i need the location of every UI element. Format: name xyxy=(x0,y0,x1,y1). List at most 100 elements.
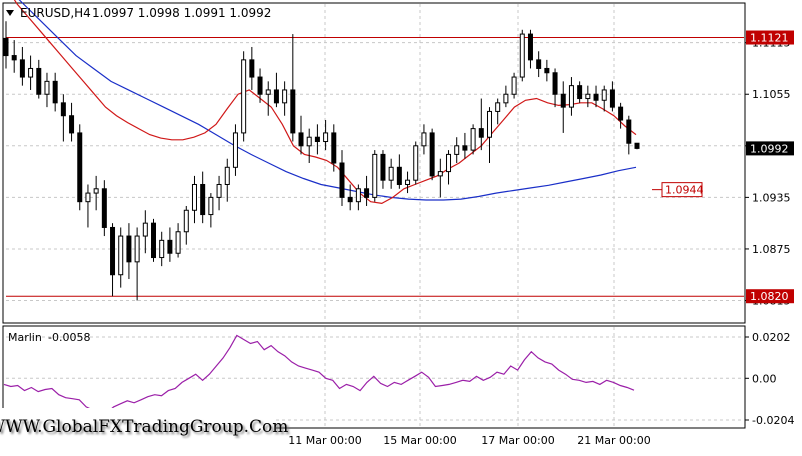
bull-candle-body xyxy=(191,183,197,211)
time-tick-label: 17 Mar 00:00 xyxy=(481,434,554,447)
bull-candle-body xyxy=(601,89,607,101)
bull-candle-body xyxy=(585,93,591,100)
bull-candle-body xyxy=(421,132,427,147)
bull-candle-body xyxy=(44,80,50,95)
bull-candle-body xyxy=(159,239,165,259)
time-tick-label: 15 Mar 00:00 xyxy=(383,434,456,447)
bear-candle-body xyxy=(11,55,17,61)
current-price-tag xyxy=(746,141,794,156)
bull-candle-body xyxy=(118,235,124,276)
candle-series xyxy=(3,21,640,301)
bull-candle-body xyxy=(183,209,189,233)
bull-candle-body xyxy=(568,85,574,108)
bear-candle-body xyxy=(478,128,484,138)
bull-candle-body xyxy=(93,188,99,194)
bull-candle-body xyxy=(470,128,476,151)
bear-candle-body xyxy=(60,102,66,117)
bull-candle-body xyxy=(306,136,312,147)
bull-candle-body xyxy=(28,67,34,78)
bear-candle-body xyxy=(298,132,304,147)
time-tick-label: 21 Mar 00:00 xyxy=(577,434,650,447)
bear-candle-body xyxy=(126,235,132,263)
bull-candle-body xyxy=(355,188,361,203)
bear-candle-body xyxy=(249,59,255,78)
bull-candle-body xyxy=(323,132,329,143)
bull-candle-body xyxy=(503,93,509,104)
bear-candle-body xyxy=(560,93,566,108)
oscillator-tick-label: 0.00 xyxy=(752,372,777,385)
bear-candle-body xyxy=(339,162,345,198)
time-axis: 11 Mar 00:00 15 Mar 00:00 17 Mar 00:00 21 M… xyxy=(288,434,650,447)
bull-candle-body xyxy=(232,132,238,168)
current-price-label: 1.0992 xyxy=(750,142,789,155)
bull-candle-body xyxy=(175,231,181,254)
watermark-banner: WWW.GlobalFXTradingGroup.Com xyxy=(0,408,288,446)
bull-candle-body xyxy=(413,145,419,181)
ohlc-values: 1.0997 1.0998 1.0991 1.0992 xyxy=(92,6,271,20)
bear-candle-body xyxy=(429,132,435,177)
bear-candle-body xyxy=(290,89,296,134)
collapse-arrow-icon[interactable] xyxy=(6,10,14,16)
bull-candle-body xyxy=(446,153,452,173)
fast-moving-average-line xyxy=(13,0,637,205)
level-tag-label: 1.0820 xyxy=(750,290,789,303)
bull-candle-body xyxy=(454,145,460,155)
bull-candle-body xyxy=(282,89,288,104)
bull-candle-body xyxy=(224,166,230,185)
bear-candle-body xyxy=(257,76,263,95)
bull-candle-body xyxy=(405,179,411,185)
bear-candle-body xyxy=(577,85,583,100)
bear-candle-body xyxy=(396,166,402,185)
bear-candle-body xyxy=(167,239,173,254)
bull-candle-body xyxy=(486,110,492,138)
bull-candle-body xyxy=(388,166,394,181)
bear-candle-body xyxy=(331,132,337,164)
bear-candle-body xyxy=(634,142,640,149)
bear-candle-body xyxy=(19,59,25,78)
bear-candle-body xyxy=(364,188,370,198)
price-tick-label: 1.0875 xyxy=(752,243,791,256)
bear-candle-body xyxy=(347,196,353,203)
time-tick-label: 11 Mar 00:00 xyxy=(288,434,361,447)
bear-candle-body xyxy=(77,132,83,203)
oscillator-name: Marlin xyxy=(8,331,42,344)
bear-candle-body xyxy=(380,153,386,181)
level-tag xyxy=(746,30,794,45)
bull-candle-body xyxy=(208,196,214,216)
bull-candle-body xyxy=(372,153,378,198)
bear-candle-body xyxy=(536,59,542,69)
bear-candle-body xyxy=(3,37,9,57)
bear-candle-body xyxy=(626,119,632,144)
bull-candle-body xyxy=(495,102,501,112)
bear-candle-body xyxy=(36,67,42,95)
projection-label: 1.0944 xyxy=(665,184,704,197)
bull-candle-body xyxy=(142,222,148,237)
price-tick-label: 1.1055 xyxy=(752,88,791,101)
bull-candle-body xyxy=(519,33,525,78)
bear-candle-body xyxy=(527,33,533,61)
bear-candle-body xyxy=(151,222,157,259)
oscillator-value: -0.0058 xyxy=(48,331,90,344)
slow-moving-average-line xyxy=(18,0,637,201)
bull-candle-body xyxy=(265,89,271,95)
bear-candle-body xyxy=(69,115,75,134)
bear-candle-body xyxy=(609,89,615,108)
bear-candle-body xyxy=(462,145,468,151)
bull-candle-body xyxy=(134,235,140,263)
bear-candle-body xyxy=(593,93,599,101)
bear-candle-body xyxy=(544,67,550,74)
bear-candle-body xyxy=(52,80,58,104)
symbol-timeframe: EURUSD,H4 xyxy=(20,6,91,20)
level-tag-label: 1.1121 xyxy=(750,32,789,45)
bear-candle-body xyxy=(552,72,558,95)
bull-candle-body xyxy=(216,183,222,198)
bull-candle-body xyxy=(85,192,91,203)
bull-candle-body xyxy=(241,59,247,134)
bear-candle-body xyxy=(200,183,206,216)
oscillator-tick-label: -0.0204 xyxy=(752,414,794,427)
price-tick-label: 1.0935 xyxy=(752,191,791,204)
level-tag xyxy=(746,289,794,304)
projection-tag xyxy=(661,182,703,198)
bull-candle-body xyxy=(437,171,443,177)
